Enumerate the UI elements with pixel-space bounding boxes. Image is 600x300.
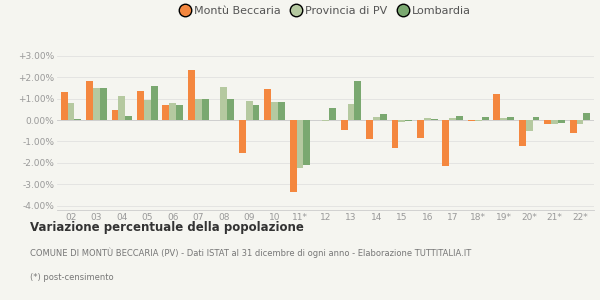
Bar [373, 117, 380, 120]
Bar [93, 88, 100, 120]
Bar [118, 96, 125, 120]
Bar [227, 99, 234, 120]
Bar [442, 120, 449, 166]
Bar [468, 120, 475, 121]
Bar [380, 114, 387, 120]
Bar [202, 99, 209, 120]
Bar [431, 119, 437, 120]
Bar [392, 120, 398, 148]
Bar [112, 110, 118, 120]
Bar [424, 118, 431, 120]
Bar [137, 91, 144, 120]
Bar [544, 120, 551, 124]
Bar [278, 102, 285, 120]
Bar [583, 112, 590, 120]
Bar [125, 116, 132, 120]
Bar [74, 119, 82, 120]
Bar [61, 92, 68, 120]
Bar [239, 120, 246, 153]
Bar [195, 99, 202, 120]
Bar [347, 104, 355, 120]
Bar [290, 120, 296, 192]
Bar [176, 105, 183, 120]
Bar [417, 120, 424, 138]
Bar [456, 116, 463, 120]
Bar [398, 120, 405, 122]
Bar [100, 88, 107, 120]
Text: COMUNE DI MONTÙ BECCARIA (PV) - Dati ISTAT al 31 dicembre di ogni anno - Elabora: COMUNE DI MONTÙ BECCARIA (PV) - Dati IST… [30, 248, 471, 258]
Bar [526, 120, 533, 131]
Bar [253, 105, 259, 120]
Bar [519, 120, 526, 146]
Bar [341, 120, 347, 130]
Bar [296, 120, 304, 168]
Bar [500, 118, 507, 120]
Bar [366, 120, 373, 139]
Bar [569, 120, 577, 133]
Bar [322, 120, 329, 121]
Bar [86, 81, 93, 120]
Bar [493, 94, 500, 120]
Bar [144, 100, 151, 120]
Bar [169, 103, 176, 120]
Bar [475, 120, 482, 121]
Bar [405, 120, 412, 121]
Bar [482, 117, 488, 120]
Bar [551, 120, 558, 124]
Bar [507, 117, 514, 120]
Bar [271, 102, 278, 120]
Bar [533, 117, 539, 120]
Legend: Montù Beccaria, Provincia di PV, Lombardia: Montù Beccaria, Provincia di PV, Lombard… [176, 1, 475, 20]
Bar [558, 120, 565, 123]
Bar [304, 120, 310, 165]
Bar [220, 87, 227, 120]
Bar [163, 105, 169, 120]
Bar [355, 81, 361, 120]
Bar [151, 86, 158, 120]
Bar [449, 118, 456, 120]
Bar [246, 101, 253, 120]
Bar [264, 89, 271, 120]
Bar [577, 120, 583, 124]
Bar [188, 70, 195, 120]
Text: Variazione percentuale della popolazione: Variazione percentuale della popolazione [30, 220, 304, 233]
Text: (*) post-censimento: (*) post-censimento [30, 273, 113, 282]
Bar [68, 103, 74, 120]
Bar [329, 108, 336, 120]
